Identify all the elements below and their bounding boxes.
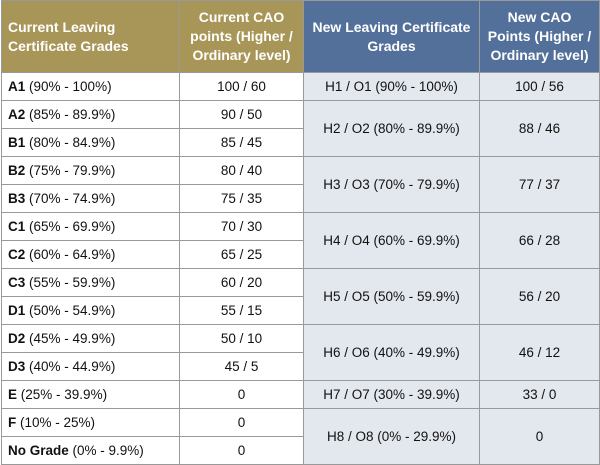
grade: A1	[8, 79, 26, 94]
points-cell: 100 / 60	[179, 72, 304, 101]
grade: C1	[8, 219, 26, 234]
points-cell: 0	[179, 380, 304, 409]
table-row: D3 (40% - 44.9%) 45 / 5	[1, 352, 600, 381]
header-cell: New Leaving Certificate Grades	[303, 0, 480, 73]
new-points-cell: 0	[479, 408, 600, 465]
points-cell: 65 / 25	[179, 240, 304, 269]
grade-cell: E (25% - 39.9%)	[1, 380, 180, 409]
grade-range: (65% - 69.9%)	[29, 219, 116, 234]
header-cell: Current Leaving Certificate Grades	[1, 0, 180, 73]
grade-range: (70% - 74.9%)	[29, 191, 116, 206]
points-cell: 0	[179, 436, 304, 465]
points-cell: 70 / 30	[179, 212, 304, 241]
table-row: A2 (85% - 89.9%) 90 / 50 H2 / O2 (80% - 89…	[1, 100, 600, 157]
grade: F	[8, 415, 17, 430]
grade: B3	[8, 191, 26, 206]
grade-range: (75% - 79.9%)	[29, 163, 116, 178]
grade-cell: No Grade (0% - 9.9%)	[1, 436, 180, 465]
table-row: C2 (60% - 64.9%) 65 / 25	[1, 240, 600, 269]
points-cell: 80 / 40	[179, 156, 304, 185]
new-points-cell: 100 / 56	[479, 72, 600, 101]
header-cell: Current CAO points (Higher / Ordinary le…	[179, 0, 304, 73]
grade-range: (45% - 49.9%)	[29, 331, 116, 346]
grade-cell: C2 (60% - 64.9%)	[1, 240, 180, 269]
table-row: B1 (80% - 84.9%) 85 / 45	[1, 128, 600, 157]
new-points-cell: 66 / 28	[479, 212, 600, 269]
new-grade-cell: H2 / O2 (80% - 89.9%)	[303, 100, 480, 157]
header-cell: New CAO Points (Higher / Ordinary level)	[479, 0, 600, 73]
points-cell: 75 / 35	[179, 184, 304, 213]
points-cell: 0	[179, 408, 304, 437]
new-grade-cell: H4 / O4 (60% - 69.9%)	[303, 212, 480, 269]
grade-range: (55% - 59.9%)	[29, 275, 116, 290]
grade-cell: D1 (50% - 54.9%)	[1, 296, 180, 325]
table-row: F (10% - 25%) 0 H8 / O8 (0% - 29.9%) 0	[1, 408, 600, 465]
grade-cell: A2 (85% - 89.9%)	[1, 100, 180, 129]
grade-range: (10% - 25%)	[20, 415, 96, 430]
grade: C2	[8, 247, 26, 262]
grade: B1	[8, 135, 26, 150]
table-row: C1 (65% - 69.9%) 70 / 30 H4 / O4 (60% - 69…	[1, 212, 600, 269]
new-points-cell: 77 / 37	[479, 156, 600, 213]
grade-cell: C3 (55% - 59.9%)	[1, 268, 180, 297]
new-points-cell: 46 / 12	[479, 324, 600, 381]
new-points-cell: 56 / 20	[479, 268, 600, 325]
table-row: D2 (45% - 49.9%) 50 / 10 H6 / O6 (40% - 49…	[1, 324, 600, 381]
grade-cell: F (10% - 25%)	[1, 408, 180, 437]
table-row: A1 (90% - 100%) 100 / 60 H1 / O1 (90% - 10…	[1, 72, 600, 101]
grade: No Grade	[8, 443, 69, 458]
grade-range: (80% - 84.9%)	[29, 135, 116, 150]
grade: B2	[8, 163, 26, 178]
grade-cell: A1 (90% - 100%)	[1, 72, 180, 101]
new-points-cell: 88 / 46	[479, 100, 600, 157]
grade: D3	[8, 359, 26, 374]
grade: C3	[8, 275, 26, 290]
grade-range: (90% - 100%)	[29, 79, 112, 94]
grade-cell: D2 (45% - 49.9%)	[1, 324, 180, 353]
grade-cell: D3 (40% - 44.9%)	[1, 352, 180, 381]
points-cell: 55 / 15	[179, 296, 304, 325]
new-grade-cell: H1 / O1 (90% - 100%)	[303, 72, 480, 101]
new-grade-cell: H5 / O5 (50% - 59.9%)	[303, 268, 480, 325]
grade: E	[8, 387, 18, 402]
new-grade-cell: H8 / O8 (0% - 29.9%)	[303, 408, 480, 465]
points-cell: 50 / 10	[179, 324, 304, 353]
grade-range: (0% - 9.9%)	[72, 443, 144, 458]
grade-cell: B1 (80% - 84.9%)	[1, 128, 180, 157]
table-row: E (25% - 39.9%) 0 H7 / O7 (30% - 39.9%) 33 …	[1, 380, 600, 409]
points-cell: 60 / 20	[179, 268, 304, 297]
table-row: B3 (70% - 74.9%) 75 / 35	[1, 184, 600, 213]
grade-range: (85% - 89.9%)	[29, 107, 116, 122]
table-row: B2 (75% - 79.9%) 80 / 40 H3 / O3 (70% - 79…	[1, 156, 600, 213]
grade-range: (25% - 39.9%)	[20, 387, 108, 402]
header-row: Current Leaving Certificate Grades Curre…	[1, 0, 600, 73]
grade: D1	[8, 303, 26, 318]
grade: D2	[8, 331, 26, 346]
new-grade-cell: H3 / O3 (70% - 79.9%)	[303, 156, 480, 213]
table-row: D1 (50% - 54.9%) 55 / 15	[1, 296, 600, 325]
grade-range: (60% - 64.9%)	[29, 247, 116, 262]
points-cell: 45 / 5	[179, 352, 304, 381]
new-grade-cell: H7 / O7 (30% - 39.9%)	[303, 380, 480, 409]
table-row: C3 (55% - 59.9%) 60 / 20 H5 / O5 (50% - 59…	[1, 268, 600, 325]
grade-range: (40% - 44.9%)	[29, 359, 116, 374]
new-grade-cell: H6 / O6 (40% - 49.9%)	[303, 324, 480, 381]
points-cell: 85 / 45	[179, 128, 304, 157]
points-cell: 90 / 50	[179, 100, 304, 129]
grade-range: (50% - 54.9%)	[29, 303, 116, 318]
grade: A2	[8, 107, 26, 122]
grade-cell: C1 (65% - 69.9%)	[1, 212, 180, 241]
grade-cell: B3 (70% - 74.9%)	[1, 184, 180, 213]
grade-cell: B2 (75% - 79.9%)	[1, 156, 180, 185]
new-points-cell: 33 / 0	[479, 380, 600, 409]
